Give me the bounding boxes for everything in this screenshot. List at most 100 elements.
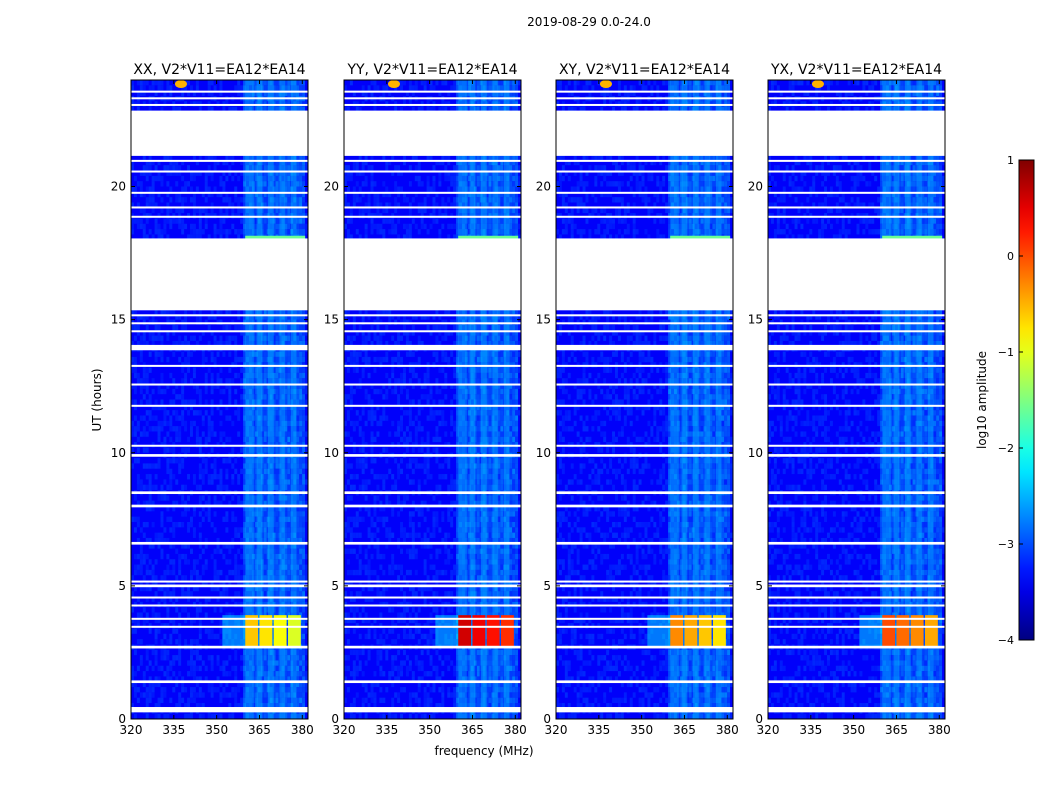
data-gap bbox=[131, 680, 308, 683]
data-gap bbox=[556, 330, 733, 332]
x-tick-label: 365 bbox=[673, 723, 696, 737]
data-gap bbox=[131, 585, 308, 588]
rfi-block bbox=[259, 615, 272, 647]
data-gap bbox=[768, 605, 945, 607]
x-tick-label: 335 bbox=[375, 723, 398, 737]
data-gap bbox=[556, 491, 733, 494]
data-gap bbox=[131, 707, 308, 712]
data-gap bbox=[556, 111, 733, 156]
y-tick-label: 5 bbox=[543, 579, 551, 593]
data-gap bbox=[344, 384, 521, 386]
data-gap bbox=[131, 91, 308, 93]
data-gap bbox=[556, 626, 733, 628]
data-gap bbox=[768, 111, 945, 156]
data-gap bbox=[556, 171, 733, 173]
rfi-block bbox=[487, 615, 500, 647]
y-tick-label: 15 bbox=[324, 313, 339, 327]
rfi-block bbox=[911, 615, 924, 647]
y-tick-label: 20 bbox=[111, 180, 126, 194]
y-tick-label: 10 bbox=[111, 446, 126, 460]
data-gap bbox=[768, 104, 945, 106]
data-gap bbox=[556, 581, 733, 583]
data-gap bbox=[344, 238, 521, 310]
data-gap bbox=[556, 505, 733, 508]
data-gap bbox=[768, 97, 945, 99]
rfi-block bbox=[458, 615, 471, 647]
data-gap bbox=[768, 206, 945, 208]
data-gap bbox=[344, 91, 521, 93]
data-gap bbox=[556, 384, 733, 386]
rfi-hotspot bbox=[175, 80, 187, 88]
rfi-block bbox=[684, 615, 697, 647]
data-gap bbox=[768, 680, 945, 683]
data-gap bbox=[556, 104, 733, 106]
data-gap bbox=[556, 97, 733, 99]
data-gap bbox=[556, 585, 733, 588]
data-gap bbox=[344, 206, 521, 208]
data-gap bbox=[131, 581, 308, 583]
data-gap bbox=[556, 206, 733, 208]
data-gap bbox=[131, 345, 308, 350]
x-tick-label: 365 bbox=[248, 723, 271, 737]
data-gap bbox=[344, 97, 521, 99]
y-tick-label: 20 bbox=[748, 180, 763, 194]
data-gap bbox=[768, 238, 945, 310]
data-gap bbox=[131, 238, 308, 310]
data-gap bbox=[768, 322, 945, 324]
rfi-halo bbox=[859, 615, 882, 647]
data-gap bbox=[131, 104, 308, 106]
x-tick-label: 335 bbox=[162, 723, 185, 737]
colorbar-label: log10 amplitude bbox=[975, 351, 989, 449]
rfi-halo bbox=[435, 615, 458, 647]
heatmap-area bbox=[556, 80, 733, 719]
rfi-hotspot bbox=[388, 80, 400, 88]
data-gap bbox=[131, 160, 308, 162]
rfi-block bbox=[274, 615, 287, 647]
y-axis-label: UT (hours) bbox=[90, 368, 104, 431]
data-gap bbox=[131, 365, 308, 367]
x-tick-label: 350 bbox=[205, 723, 228, 737]
data-gap bbox=[131, 322, 308, 324]
data-gap bbox=[556, 605, 733, 607]
data-gap bbox=[344, 111, 521, 156]
y-tick-label: 15 bbox=[748, 313, 763, 327]
data-gap bbox=[556, 238, 733, 310]
x-tick-label: 380 bbox=[291, 723, 314, 737]
data-gap bbox=[131, 330, 308, 332]
data-gap bbox=[344, 626, 521, 628]
data-gap bbox=[344, 160, 521, 162]
y-tick-label: 5 bbox=[331, 579, 339, 593]
data-gap bbox=[556, 160, 733, 162]
y-tick-label: 10 bbox=[748, 446, 763, 460]
data-gap bbox=[131, 626, 308, 628]
rfi-block bbox=[245, 615, 258, 647]
data-gap bbox=[344, 322, 521, 324]
data-gap bbox=[768, 646, 945, 649]
rfi-row bbox=[458, 236, 518, 239]
data-gap bbox=[768, 171, 945, 173]
data-gap bbox=[556, 454, 733, 457]
y-tick-label: 10 bbox=[536, 446, 551, 460]
data-gap bbox=[344, 330, 521, 332]
data-gap bbox=[556, 192, 733, 194]
colorbar-tick-label: −3 bbox=[998, 538, 1014, 551]
data-gap bbox=[556, 542, 733, 545]
data-gap bbox=[344, 646, 521, 649]
y-tick-label: 5 bbox=[118, 579, 126, 593]
data-gap bbox=[344, 581, 521, 583]
data-gap bbox=[344, 345, 521, 350]
data-gap bbox=[768, 330, 945, 332]
y-tick-label: 0 bbox=[543, 712, 551, 726]
rfi-block bbox=[925, 615, 938, 647]
x-tick-label: 335 bbox=[587, 723, 610, 737]
data-gap bbox=[131, 505, 308, 508]
data-gap bbox=[768, 505, 945, 508]
y-tick-label: 10 bbox=[324, 446, 339, 460]
colorbar-tick-label: −4 bbox=[998, 634, 1014, 647]
rfi-row bbox=[245, 236, 305, 239]
colorbar-tick-label: 0 bbox=[1007, 250, 1014, 263]
y-tick-label: 20 bbox=[536, 180, 551, 194]
